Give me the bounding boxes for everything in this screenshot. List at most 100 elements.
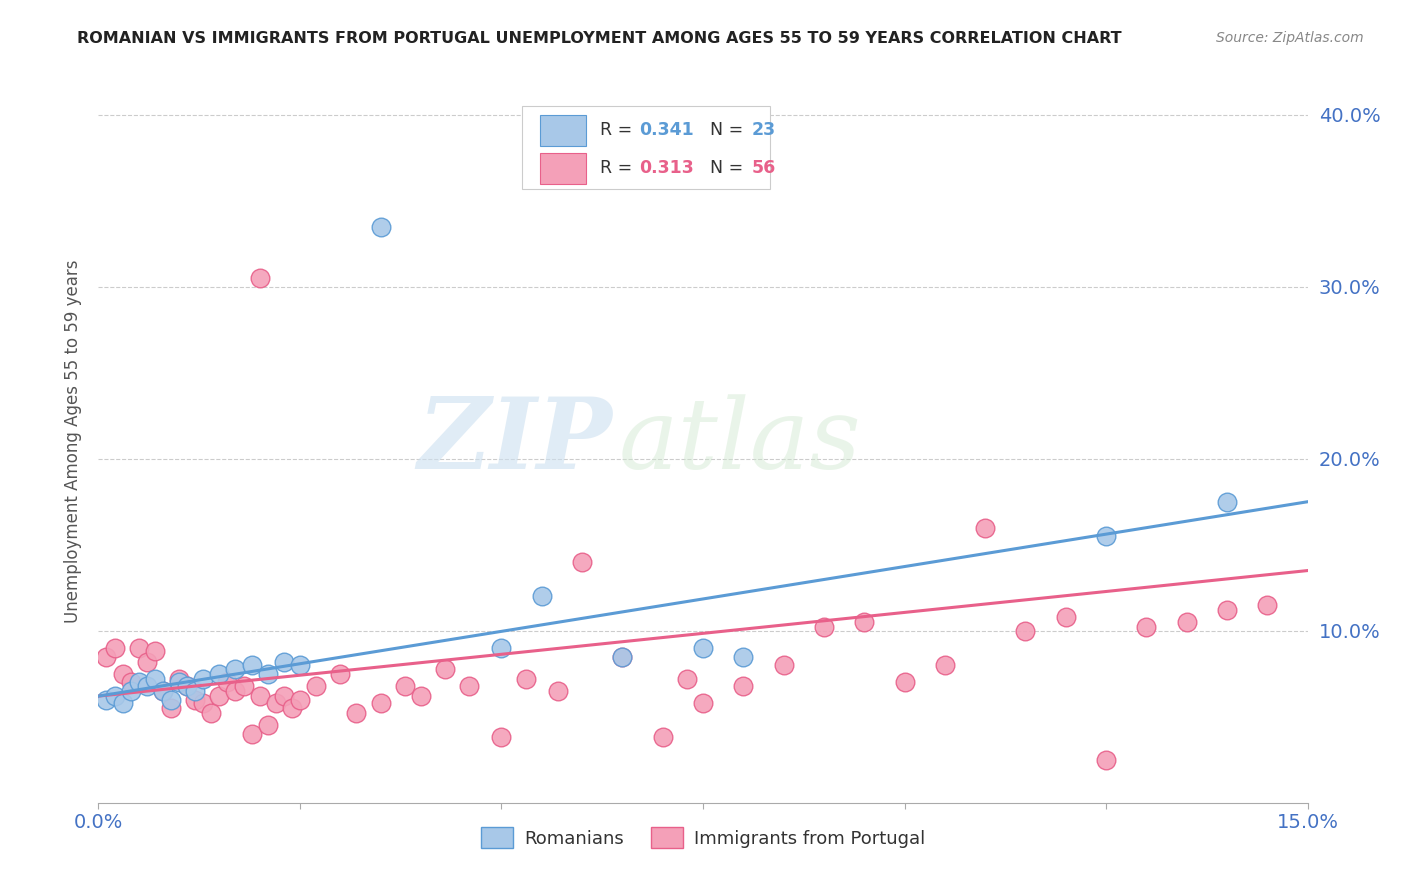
Point: [176, 679, 198, 693]
Point: [135, 679, 157, 693]
Point: [200, 706, 222, 721]
Point: [1175, 615, 1198, 630]
Text: Source: ZipAtlas.com: Source: ZipAtlas.com: [1216, 31, 1364, 45]
FancyBboxPatch shape: [522, 105, 769, 189]
Legend: Romanians, Immigrants from Portugal: Romanians, Immigrants from Portugal: [474, 820, 932, 855]
Point: [733, 649, 755, 664]
Point: [249, 689, 271, 703]
Point: [530, 590, 553, 604]
Point: [96, 692, 118, 706]
Point: [193, 696, 215, 710]
Point: [547, 684, 569, 698]
Point: [273, 655, 295, 669]
Point: [491, 731, 513, 745]
Point: [264, 696, 287, 710]
Point: [772, 658, 794, 673]
Point: [409, 689, 432, 703]
Text: N =: N =: [699, 121, 749, 139]
Point: [224, 662, 246, 676]
Point: [1054, 610, 1077, 624]
Point: [692, 696, 714, 710]
Text: 0.313: 0.313: [638, 160, 693, 178]
Point: [152, 684, 174, 698]
Point: [240, 658, 263, 673]
Point: [434, 662, 457, 676]
FancyBboxPatch shape: [540, 115, 586, 145]
Point: [249, 271, 271, 285]
Text: N =: N =: [699, 160, 749, 178]
Point: [288, 658, 311, 673]
Point: [1216, 494, 1239, 508]
Point: [111, 666, 134, 681]
Point: [111, 696, 134, 710]
Point: [692, 640, 714, 655]
Point: [344, 706, 367, 721]
Point: [273, 689, 295, 703]
Point: [256, 718, 278, 732]
Point: [160, 701, 183, 715]
Point: [1216, 603, 1239, 617]
Point: [103, 640, 125, 655]
Point: [1014, 624, 1036, 638]
Point: [676, 672, 699, 686]
Text: R =: R =: [600, 160, 638, 178]
Point: [813, 620, 835, 634]
Point: [281, 701, 304, 715]
Point: [120, 675, 142, 690]
Point: [176, 679, 198, 693]
Point: [167, 675, 190, 690]
Point: [96, 649, 118, 664]
Text: 56: 56: [751, 160, 776, 178]
Point: [612, 649, 634, 664]
Text: 0.341: 0.341: [638, 121, 693, 139]
Point: [733, 679, 755, 693]
Point: [571, 555, 593, 569]
Point: [103, 689, 125, 703]
Point: [1095, 753, 1118, 767]
Text: atlas: atlas: [619, 394, 860, 489]
Y-axis label: Unemployment Among Ages 55 to 59 years: Unemployment Among Ages 55 to 59 years: [65, 260, 83, 624]
Point: [240, 727, 263, 741]
Point: [143, 644, 166, 658]
Point: [128, 640, 150, 655]
Text: 23: 23: [751, 121, 776, 139]
Point: [934, 658, 956, 673]
Point: [128, 675, 150, 690]
Point: [143, 672, 166, 686]
Point: [394, 679, 416, 693]
Point: [184, 684, 207, 698]
FancyBboxPatch shape: [540, 153, 586, 184]
Point: [208, 689, 231, 703]
Text: ROMANIAN VS IMMIGRANTS FROM PORTUGAL UNEMPLOYMENT AMONG AGES 55 TO 59 YEARS CORR: ROMANIAN VS IMMIGRANTS FROM PORTUGAL UNE…: [77, 31, 1122, 46]
Point: [184, 692, 207, 706]
Point: [152, 684, 174, 698]
Point: [329, 666, 352, 681]
Text: R =: R =: [600, 121, 638, 139]
Point: [256, 666, 278, 681]
Point: [515, 672, 537, 686]
Point: [120, 684, 142, 698]
Text: ZIP: ZIP: [418, 393, 613, 490]
Point: [651, 731, 673, 745]
Point: [1095, 529, 1118, 543]
Point: [288, 692, 311, 706]
Point: [458, 679, 481, 693]
Point: [224, 684, 246, 698]
Point: [893, 675, 915, 690]
Point: [491, 640, 513, 655]
Point: [167, 672, 190, 686]
Point: [612, 649, 634, 664]
Point: [193, 672, 215, 686]
Point: [370, 219, 392, 234]
Point: [370, 696, 392, 710]
Point: [1256, 598, 1278, 612]
Point: [160, 692, 183, 706]
Point: [232, 679, 254, 693]
Point: [1135, 620, 1157, 634]
Point: [135, 655, 157, 669]
Point: [853, 615, 876, 630]
Point: [974, 520, 997, 534]
Point: [305, 679, 328, 693]
Point: [217, 675, 239, 690]
Point: [208, 666, 231, 681]
